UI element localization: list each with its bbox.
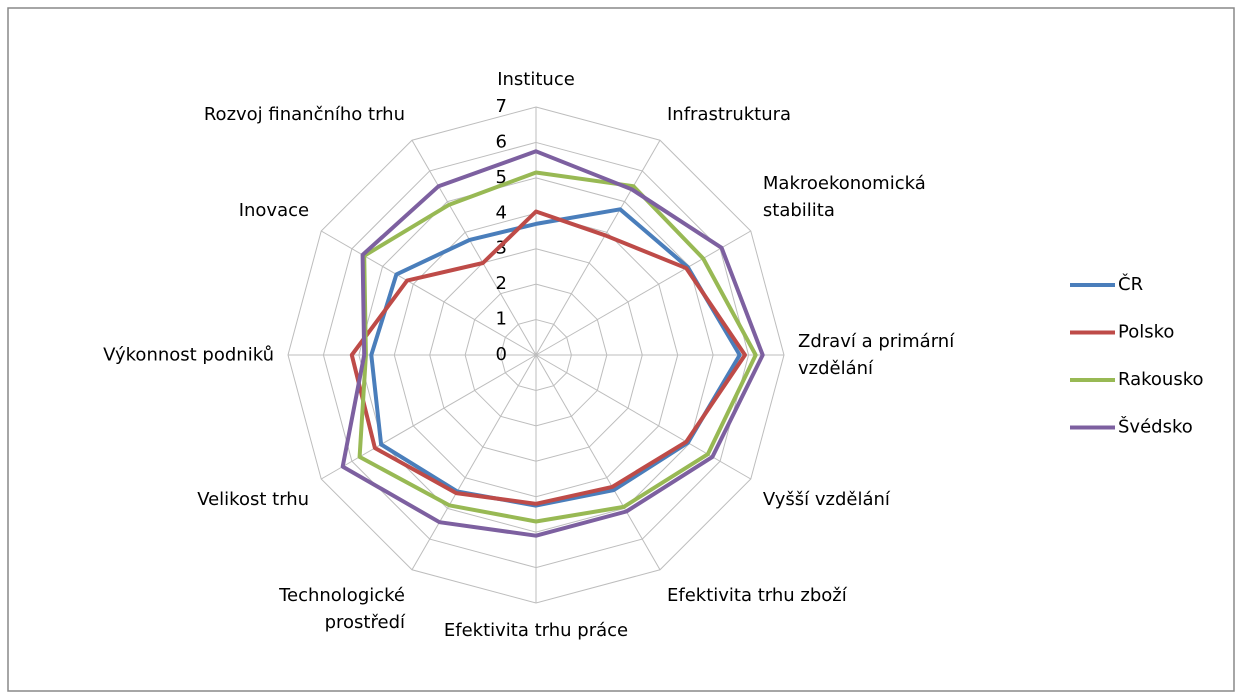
r-tick-label: 7 (496, 96, 507, 117)
spoke (320, 354, 537, 480)
r-tick-label: 4 (496, 202, 507, 223)
spoke (320, 230, 537, 356)
r-tick-label: 3 (496, 238, 507, 259)
legend-label: Švédsko (1118, 416, 1193, 438)
r-tick-label: 2 (496, 273, 507, 294)
category-label: Makroekonomická stabilita (762, 173, 926, 221)
spoke (535, 230, 752, 356)
category-label: Výkonnost podniků (103, 344, 274, 366)
r-tick-label: 0 (496, 344, 507, 365)
series-line (349, 209, 747, 506)
spoke (535, 354, 661, 571)
category-label: Instituce (497, 69, 575, 90)
category-label: Efektivita trhu práce (443, 620, 629, 641)
legend-label: Rakousko (1118, 369, 1204, 390)
category-label: Velikost trhu (197, 489, 310, 510)
category-label: Infrastruktura (667, 104, 792, 126)
spoke (411, 139, 537, 356)
category-label: Technologické prostředí (279, 584, 405, 633)
category-label: Inovace (238, 200, 310, 221)
r-tick-label: 5 (496, 167, 507, 188)
legend-label: ČR (1118, 273, 1143, 295)
r-tick-label: 1 (496, 309, 507, 330)
legend-label: Polsko (1118, 322, 1174, 343)
chart-frame (7, 7, 1235, 692)
category-label: Rozvoj finančního trhu (203, 104, 405, 126)
spoke (535, 139, 661, 356)
category-label: Efektivita trhu zboží (667, 584, 847, 606)
spoke (411, 354, 537, 571)
category-label: Zdraví a primární vzdělání (798, 331, 955, 379)
category-label: Vyšší vzdělání (762, 489, 890, 510)
series-line (340, 149, 765, 538)
r-tick-label: 6 (496, 131, 507, 152)
spoke (535, 354, 752, 480)
